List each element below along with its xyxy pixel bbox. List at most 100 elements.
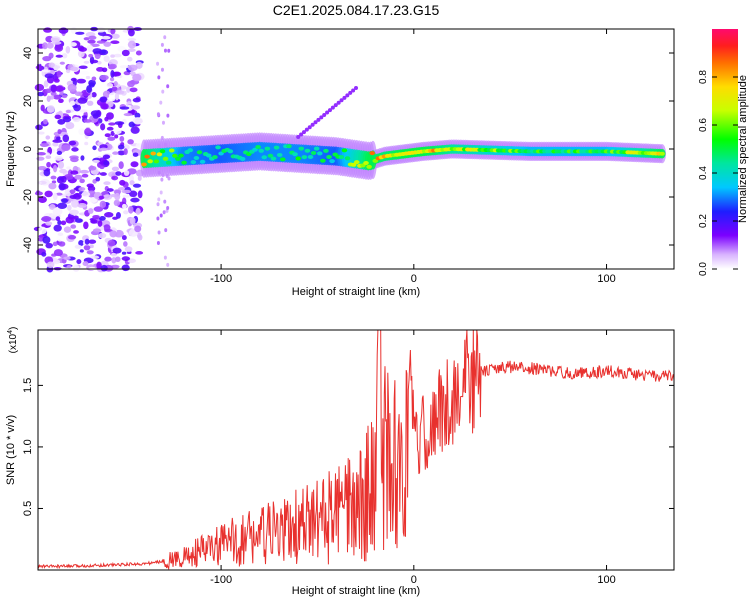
spectrogram-noise-blob <box>63 256 71 260</box>
spectrogram-noise-blob <box>112 216 119 220</box>
spectrogram-noise-blob <box>61 198 69 204</box>
spectrogram-noise-blob <box>97 220 103 227</box>
colorbar-gradient <box>712 29 738 269</box>
spectrogram-noise-blob <box>48 62 55 68</box>
spectrogram-noise-blob <box>54 44 64 52</box>
spectrogram-noise-blob <box>40 104 45 112</box>
spectrogram-noise-blob <box>52 142 59 147</box>
spectrogram-noise-blob <box>79 109 88 113</box>
spectrogram-noise-blob <box>84 128 92 136</box>
spectrogram-noise-blob <box>103 181 111 186</box>
spectrogram-noise-blob <box>71 147 79 152</box>
spectrogram-noise-blob <box>54 155 63 161</box>
spectrogram-noise-blob <box>111 175 119 181</box>
snr-x-ticks: -100 0 100 <box>210 330 616 586</box>
spectrogram-noise-blob <box>40 217 50 221</box>
spectrogram-noise-blob <box>44 88 52 94</box>
spectrogram-streak <box>296 135 301 139</box>
spectrogram-noise-blob <box>57 161 65 169</box>
spectrogram-y-tick-label: 0 <box>22 146 34 152</box>
spectrogram-noise-blob <box>46 95 51 102</box>
spectrogram-noise-blob <box>86 85 92 93</box>
spectrogram-noise-blob <box>121 189 131 194</box>
spectrogram-noise-blob <box>43 27 53 33</box>
spectrogram-noise-blob <box>132 152 139 157</box>
spectrogram-noise-blob <box>92 145 97 151</box>
spectrogram-noise-blob <box>99 96 108 103</box>
spectrogram-noise-blob <box>110 69 115 78</box>
spectrogram-noise-blob <box>157 197 161 202</box>
spectrogram-noise-blob <box>75 31 85 35</box>
spectrogram-noise-blob <box>79 169 90 174</box>
spectrogram-noise-blob <box>123 148 128 156</box>
spectrogram-noise-blob <box>101 35 111 40</box>
spectrogram-noise-blob <box>37 166 47 171</box>
spectrogram-noise-blob <box>157 230 161 235</box>
spectrogram-noise-blob <box>35 124 43 131</box>
spectrogram-noise-blob <box>96 261 102 270</box>
spectrogram-band-core <box>273 145 280 150</box>
spectrogram-band-core <box>181 160 187 165</box>
spectrogram-noise-blob <box>87 208 94 214</box>
spectrogram-band-core <box>267 153 274 158</box>
spectrogram-noise-blob <box>81 191 91 198</box>
spectrogram-noise-blob <box>137 175 142 181</box>
spectrogram-noise-blob <box>41 251 47 257</box>
spectrogram-noise-blob <box>108 63 117 70</box>
spectrogram-marks <box>33 25 667 273</box>
spectrogram-noise-blob <box>119 135 125 142</box>
spectrogram-noise-blob <box>67 204 72 211</box>
spectrogram-noise-blob <box>56 136 61 140</box>
spectrogram-noise-blob <box>60 175 67 183</box>
spectrogram-band-core <box>252 147 258 152</box>
spectrogram-band-core <box>199 159 206 164</box>
spectrogram-noise-blob <box>60 220 67 226</box>
spectrogram-noise-blob <box>80 155 85 161</box>
snr-y-tick-label: 1.5 <box>22 378 34 393</box>
spectrogram-band-core <box>153 159 160 164</box>
spectrogram-noise-blob <box>84 141 89 146</box>
spectrogram-noise-blob <box>44 73 54 79</box>
spectrogram-streak <box>316 117 321 122</box>
spectrogram-streak <box>342 95 347 100</box>
spectrogram-noise-blob <box>101 67 108 73</box>
spectrogram-y-tick-label: -20 <box>22 189 34 205</box>
spectrogram-noise-blob <box>110 28 116 35</box>
spectrogram-noise-blob <box>127 28 135 37</box>
spectrogram-band-core <box>369 151 375 156</box>
spectrogram-noise-blob <box>57 129 62 135</box>
spectrogram-noise-blob <box>45 155 52 160</box>
spectrogram-noise-blob <box>90 255 100 260</box>
spectrogram-noise-blob <box>160 42 164 47</box>
spectrogram-band-core <box>196 150 203 155</box>
spectrogram-y-tick-label: 40 <box>22 47 34 59</box>
spectrogram-noise-blob <box>127 80 135 88</box>
spectrogram-noise-blob <box>58 27 69 34</box>
spectrogram-noise-blob <box>114 134 119 139</box>
spectrogram-x-tick-label: 0 <box>411 273 417 285</box>
spectrogram-streak <box>330 105 335 110</box>
spectrogram-noise-blob <box>103 55 110 63</box>
spectrogram-noise-blob <box>58 98 64 104</box>
spectrogram-band-core <box>215 145 221 150</box>
spectrogram-noise-blob <box>76 78 87 84</box>
spectrogram-noise-blob <box>162 210 166 215</box>
spectrogram-noise-blob <box>104 212 114 218</box>
spectrogram-noise-blob <box>121 251 127 255</box>
spectrogram-noise-blob <box>79 249 84 253</box>
spectrogram-noise-blob <box>38 196 47 204</box>
spectrogram-noise-blob <box>73 230 79 234</box>
spectrogram-noise-blob <box>163 48 167 53</box>
chart-title: C2E1.2025.084.17.23.G15 <box>273 2 440 18</box>
spectrogram-noise-blob <box>79 178 85 184</box>
spectrogram-noise-blob <box>113 81 118 87</box>
snr-panel: -100 0 100 0.5 1.0 1.5 Height of straight li… <box>5 327 675 597</box>
spectrogram-noise-blob <box>50 175 57 180</box>
spectrogram-noise-blob <box>78 47 87 52</box>
spectrogram-noise-blob <box>43 118 48 125</box>
spectrogram-noise-blob <box>77 97 88 104</box>
spectrogram-noise-blob <box>160 177 164 182</box>
spectrogram-band-core <box>329 159 335 164</box>
spectrogram-band-core <box>353 160 360 165</box>
spectrogram-x-label: Height of straight line (km) <box>292 286 420 298</box>
